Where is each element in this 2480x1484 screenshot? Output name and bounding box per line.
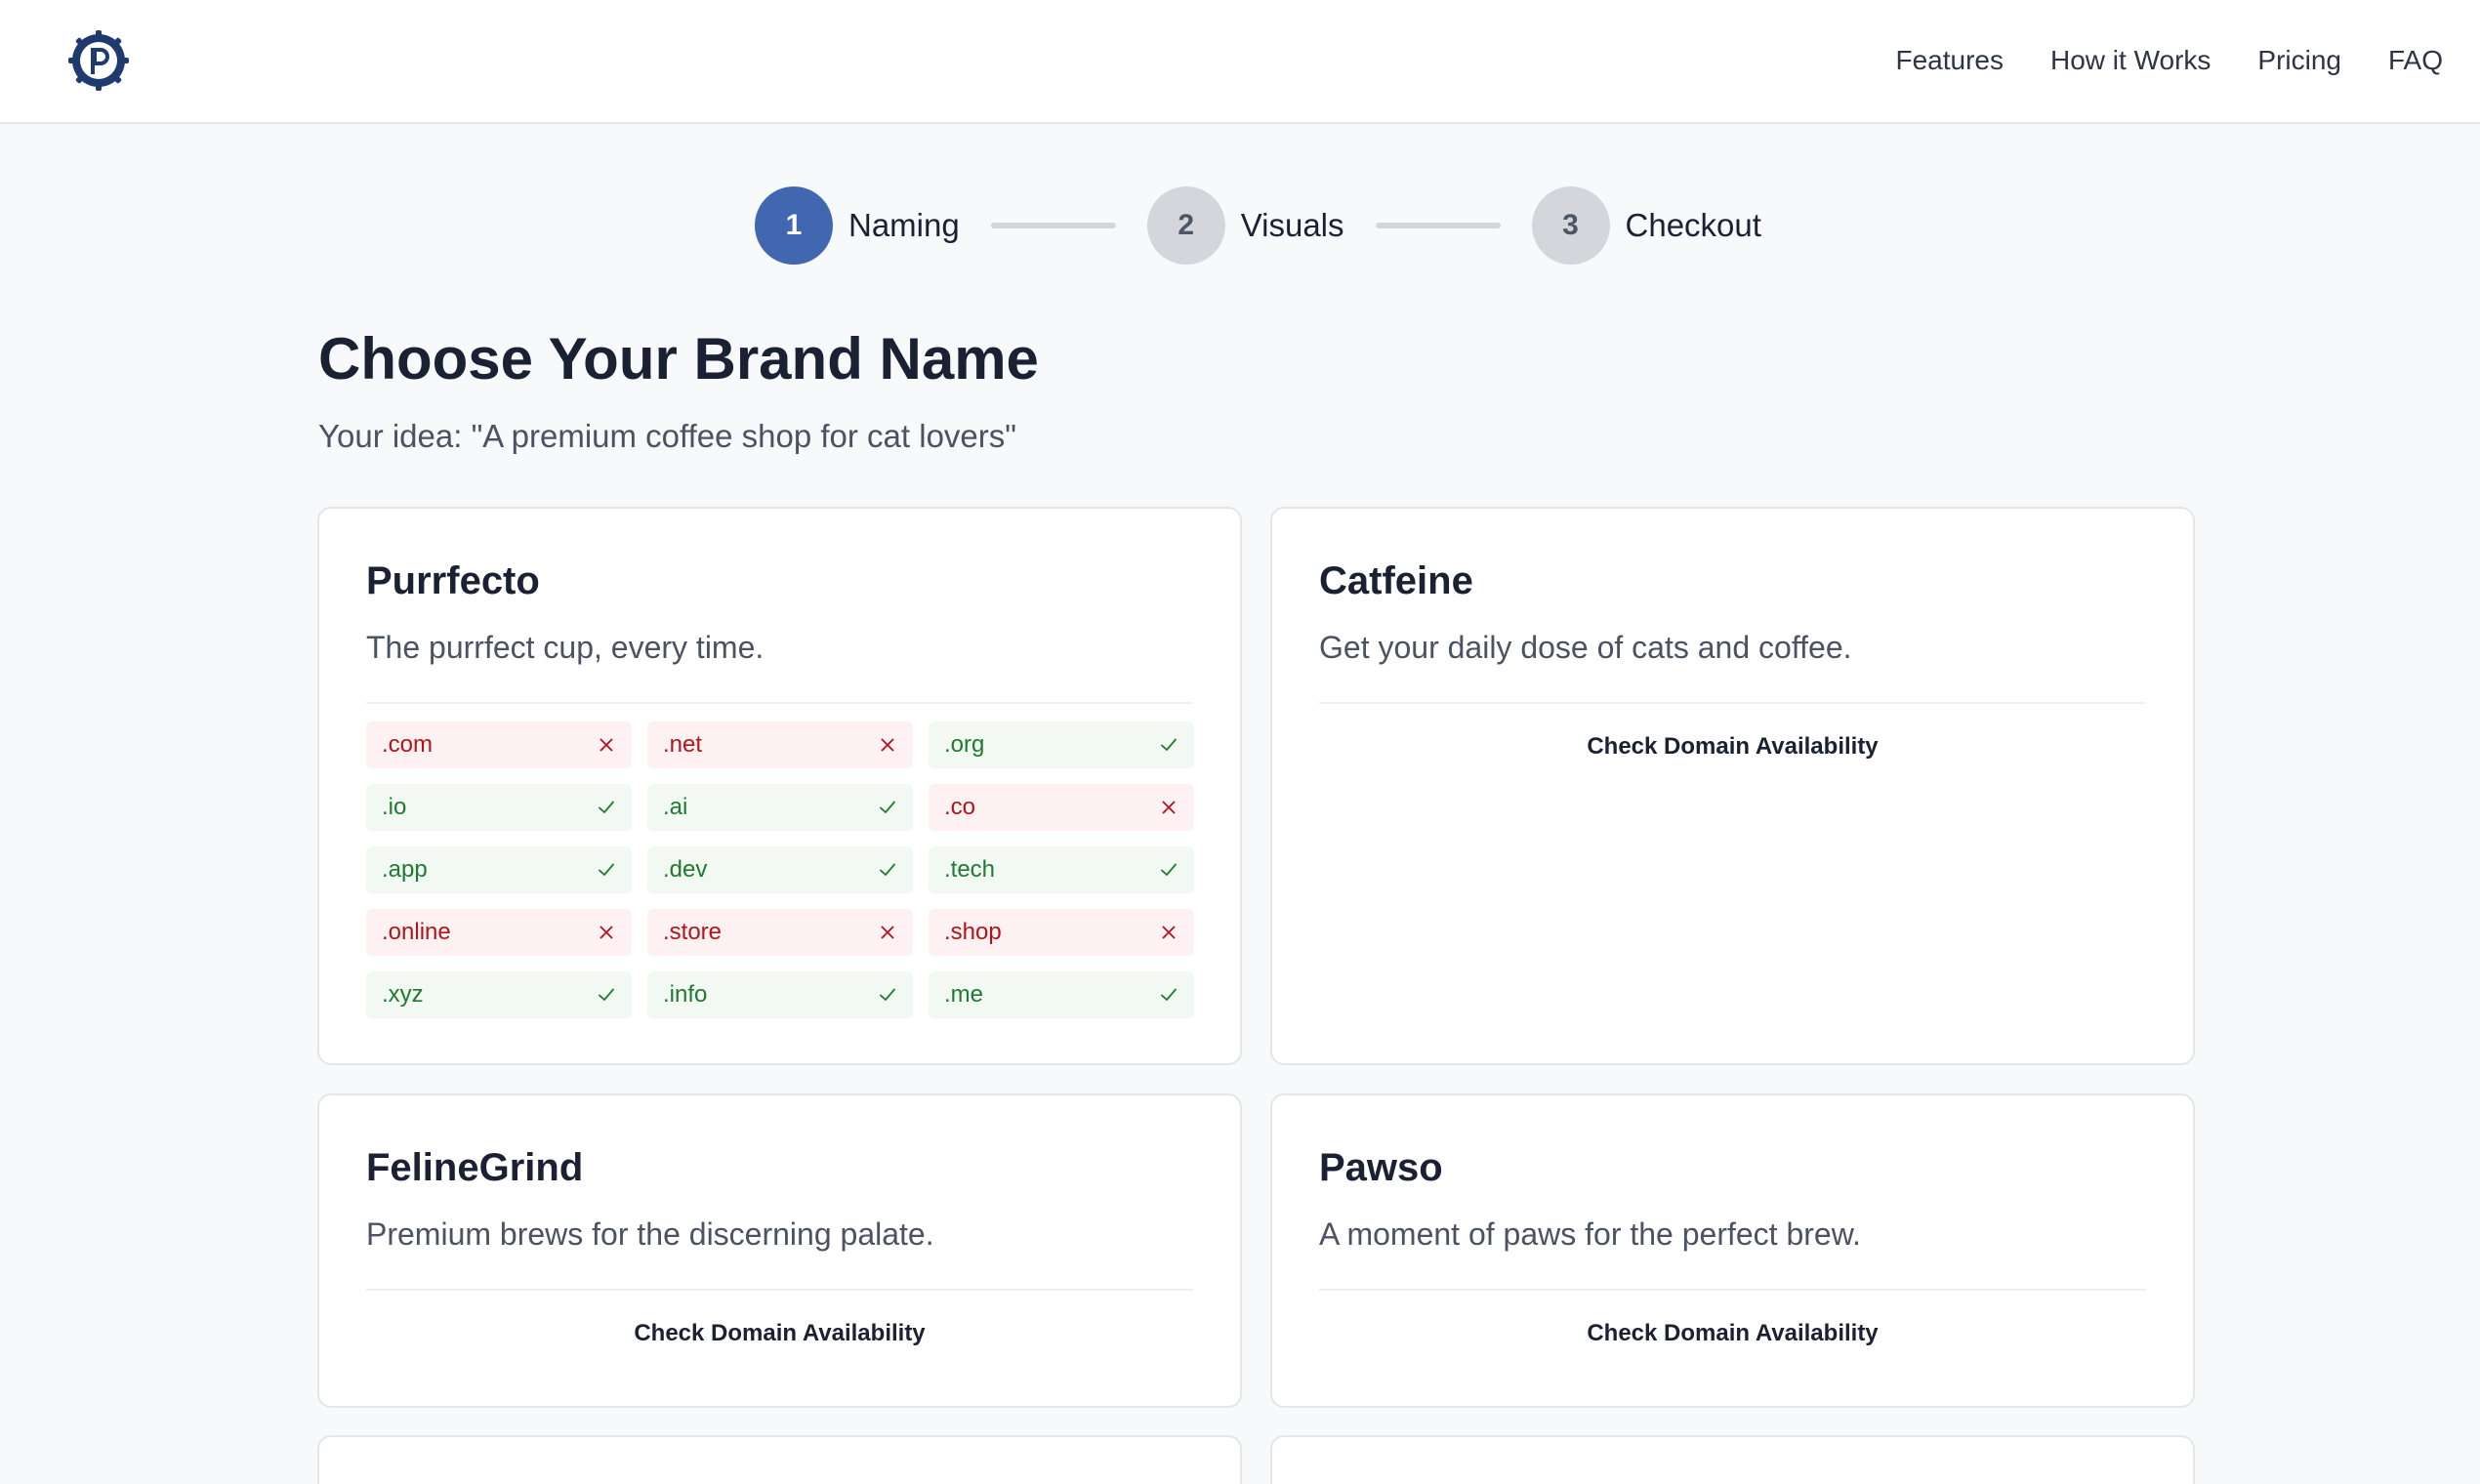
step-number-badge: 3	[1531, 186, 1610, 265]
nav-link-how-it-works[interactable]: How it Works	[2050, 45, 2211, 75]
brand-name: Purrfecto	[366, 559, 540, 602]
domain-tld-label: .info	[663, 981, 708, 1008]
domain-tld-label: .co	[944, 794, 976, 820]
x-icon	[1162, 926, 1176, 939]
domain-chip-io[interactable]: .io	[366, 784, 632, 831]
brand-tagline: The purrfect cup, every time.	[366, 630, 765, 665]
card-divider	[366, 1289, 1193, 1291]
check-icon	[1161, 863, 1177, 876]
check-domain-availability-button[interactable]: Check Domain Availability	[1587, 1320, 1879, 1346]
check-icon	[880, 988, 895, 1001]
brand-name-card-catfeine[interactable]: Catfeine Get your daily dose of cats and…	[1270, 507, 2195, 1065]
brand-logo-icon[interactable]	[68, 30, 129, 91]
brand-name: Pawso	[1319, 1146, 1443, 1189]
x-icon	[1162, 801, 1176, 814]
top-navigation-bar: Features How it Works Pricing FAQ	[0, 0, 2480, 124]
domain-tld-label: .net	[663, 731, 703, 758]
check-icon	[880, 801, 895, 813]
domain-tld-label: .xyz	[382, 981, 424, 1008]
domain-chip-app[interactable]: .app	[366, 846, 632, 893]
x-icon	[599, 926, 613, 939]
domain-chip-ai[interactable]: .ai	[647, 784, 913, 831]
domain-tld-label: .me	[944, 981, 984, 1008]
domain-chip-net[interactable]: .net	[647, 721, 913, 768]
progress-stepper: 1 Naming 2 Visuals 3 Checkout	[755, 186, 1761, 265]
domain-chip-dev[interactable]: .dev	[647, 846, 913, 893]
idea-subtitle: Your idea: "A premium coffee shop for ca…	[318, 418, 1016, 454]
check-domain-availability-button[interactable]: Check Domain Availability	[1587, 733, 1879, 760]
step-visuals[interactable]: 2 Visuals	[1146, 186, 1344, 265]
brand-name: Catfeine	[1319, 559, 1473, 602]
brand-name-card-partial[interactable]	[317, 1435, 1242, 1484]
domain-tld-label: .io	[382, 794, 407, 820]
primary-nav: Features How it Works Pricing FAQ	[1896, 0, 2444, 121]
step-number-badge: 2	[1146, 186, 1225, 265]
domain-tld-label: .online	[382, 919, 451, 945]
check-domain-availability-button[interactable]: Check Domain Availability	[634, 1320, 926, 1346]
x-icon	[881, 738, 894, 752]
domain-chip-info[interactable]: .info	[647, 971, 913, 1018]
domain-tld-label: .shop	[944, 919, 1002, 945]
domain-tld-label: .store	[663, 919, 723, 945]
domain-availability-grid: .com .net .org .io .ai .co .app .dev .tech .onlin…	[366, 721, 1194, 1018]
step-naming[interactable]: 1 Naming	[755, 186, 960, 265]
domain-chip-online[interactable]: .online	[366, 909, 632, 956]
domain-chip-co[interactable]: .co	[929, 784, 1194, 831]
check-icon	[599, 988, 614, 1001]
domain-chip-shop[interactable]: .shop	[929, 909, 1194, 956]
check-icon	[1161, 738, 1177, 751]
domain-tld-label: .ai	[663, 794, 688, 820]
domain-chip-com[interactable]: .com	[366, 721, 632, 768]
brand-name: FelineGrind	[366, 1146, 584, 1189]
card-divider	[366, 702, 1193, 704]
check-icon	[599, 801, 614, 813]
domain-tld-label: .app	[382, 856, 428, 883]
step-checkout[interactable]: 3 Checkout	[1531, 186, 1761, 265]
domain-chip-store[interactable]: .store	[647, 909, 913, 956]
step-label: Naming	[848, 207, 960, 243]
nav-link-faq[interactable]: FAQ	[2387, 45, 2443, 75]
brand-name-card-purrfecto[interactable]: Purrfecto The purrfect cup, every time. …	[317, 507, 1242, 1065]
check-icon	[880, 863, 895, 876]
brand-name-card-partial[interactable]	[1270, 1435, 2195, 1484]
x-icon	[599, 738, 613, 752]
card-divider	[1319, 702, 2146, 704]
domain-chip-me[interactable]: .me	[929, 971, 1194, 1018]
check-icon	[1161, 988, 1177, 1001]
domain-chip-org[interactable]: .org	[929, 721, 1194, 768]
step-number-badge: 1	[755, 186, 833, 265]
domain-tld-label: .dev	[663, 856, 708, 883]
domain-tld-label: .tech	[944, 856, 996, 883]
step-connector	[1375, 223, 1501, 228]
step-label: Checkout	[1625, 207, 1761, 243]
nav-link-features[interactable]: Features	[1895, 45, 2005, 75]
brand-tagline: Premium brews for the discerning palate.	[366, 1216, 934, 1252]
brand-tagline: A moment of paws for the perfect brew.	[1319, 1216, 1861, 1252]
domain-tld-label: .org	[944, 731, 985, 758]
card-divider	[1319, 1289, 2146, 1291]
brand-name-card-felinegrind[interactable]: FelineGrind Premium brews for the discer…	[317, 1093, 1242, 1408]
brand-name-card-pawso[interactable]: Pawso A moment of paws for the perfect b…	[1270, 1093, 2195, 1408]
nav-link-pricing[interactable]: Pricing	[2257, 45, 2341, 75]
step-connector	[990, 223, 1116, 228]
brand-tagline: Get your daily dose of cats and coffee.	[1319, 630, 1852, 665]
x-icon	[881, 926, 894, 939]
check-icon	[599, 863, 614, 876]
page-title: Choose Your Brand Name	[318, 326, 1039, 392]
domain-tld-label: .com	[382, 731, 434, 758]
step-label: Visuals	[1240, 207, 1344, 243]
domain-chip-xyz[interactable]: .xyz	[366, 971, 632, 1018]
domain-chip-tech[interactable]: .tech	[929, 846, 1194, 893]
